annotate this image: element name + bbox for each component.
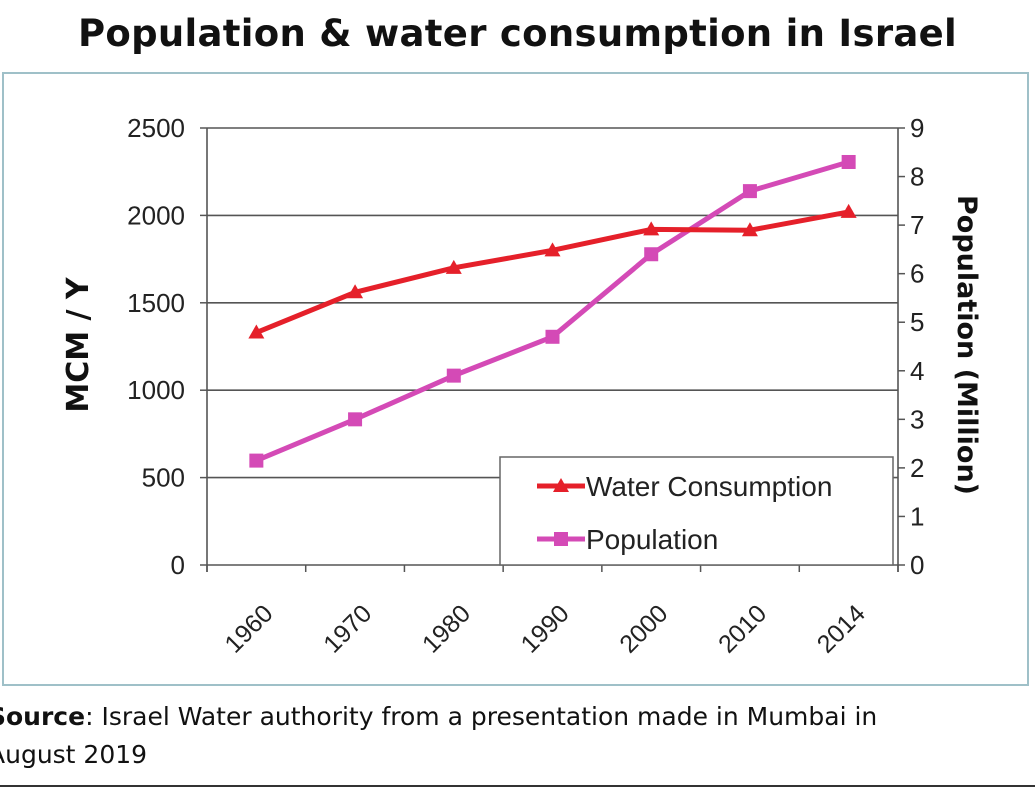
x-tick-label: 1990 — [516, 599, 575, 658]
right-tick-label: 5 — [910, 307, 924, 337]
water-consumption-point — [544, 242, 561, 257]
population-point — [841, 154, 856, 169]
x-tick-label: 2014 — [812, 599, 871, 658]
population-point — [348, 412, 363, 427]
chart-frame — [2, 72, 1029, 686]
right-tick-label: 1 — [910, 501, 924, 531]
x-tick-label: 1970 — [318, 599, 377, 658]
population-point — [742, 184, 757, 199]
right-axis-ticks: 9 8 7 6 5 4 3 2 1 0 — [910, 113, 924, 580]
left-tick-label: 1000 — [127, 375, 185, 405]
source-text: : Israel Water authority from a presenta… — [85, 702, 878, 731]
legend-population-marker — [554, 532, 568, 546]
page-title: Population & water consumption in Israel — [77, 12, 958, 55]
left-tick-label: 1500 — [127, 288, 185, 318]
left-axis-ticks: 2500 2000 1500 1000 500 0 — [127, 113, 185, 580]
legend-box — [499, 456, 894, 566]
right-tick-label: 9 — [910, 113, 924, 143]
source-label: Source — [0, 702, 86, 731]
legend: Water Consumption Population — [499, 456, 894, 566]
water-consumption-line — [255, 209, 850, 335]
right-tick-label: 0 — [910, 550, 924, 580]
water-consumption-point — [741, 222, 758, 237]
population-point — [446, 368, 461, 383]
legend-population-label: Population — [586, 524, 718, 555]
series-layer — [248, 154, 857, 468]
right-tick-label: 3 — [910, 404, 924, 434]
water-consumption-point — [445, 259, 462, 274]
water-consumption-point — [840, 203, 857, 218]
source-text-line2: August 2019 — [0, 740, 148, 769]
water-consumption-point — [347, 284, 364, 299]
right-tick-label: 7 — [910, 210, 924, 240]
x-tick-label: 2010 — [713, 599, 772, 658]
right-tick-label: 2 — [910, 453, 924, 483]
left-tick-label: 2000 — [127, 200, 185, 230]
right-tick-label: 6 — [910, 259, 924, 289]
water-consumption-point — [643, 221, 660, 236]
legend-water-consumption-label: Water Consumption — [586, 471, 832, 502]
x-tick-label: 1980 — [417, 599, 476, 658]
water-consumption-point — [248, 324, 265, 339]
population-point — [545, 329, 560, 344]
left-axis-label: MCM / Y — [61, 276, 96, 413]
population-line — [255, 159, 850, 463]
right-tick-label: 8 — [910, 162, 924, 192]
line-chart: 2500 2000 1500 1000 500 0 9 8 7 6 5 4 3 2 1 0 1960 1970… — [61, 113, 982, 659]
bottom-rule — [0, 785, 1035, 787]
source-note: Source: Israel Water authority from a pr… — [0, 698, 1035, 774]
left-tick-label: 0 — [171, 550, 185, 580]
legend-water-consumption-marker — [553, 478, 569, 492]
x-tick-label: 2000 — [614, 599, 673, 658]
right-tick-label: 4 — [910, 356, 924, 386]
left-tick-label: 500 — [142, 463, 185, 493]
x-tick-label: 1960 — [219, 599, 278, 658]
left-tick-label: 2500 — [127, 113, 185, 143]
population-point — [249, 453, 264, 468]
x-axis-ticks: 1960 1970 1980 1990 2000 2010 2014 — [219, 599, 870, 658]
right-axis-label: Population (Million) — [951, 195, 982, 495]
population-point — [644, 247, 659, 262]
